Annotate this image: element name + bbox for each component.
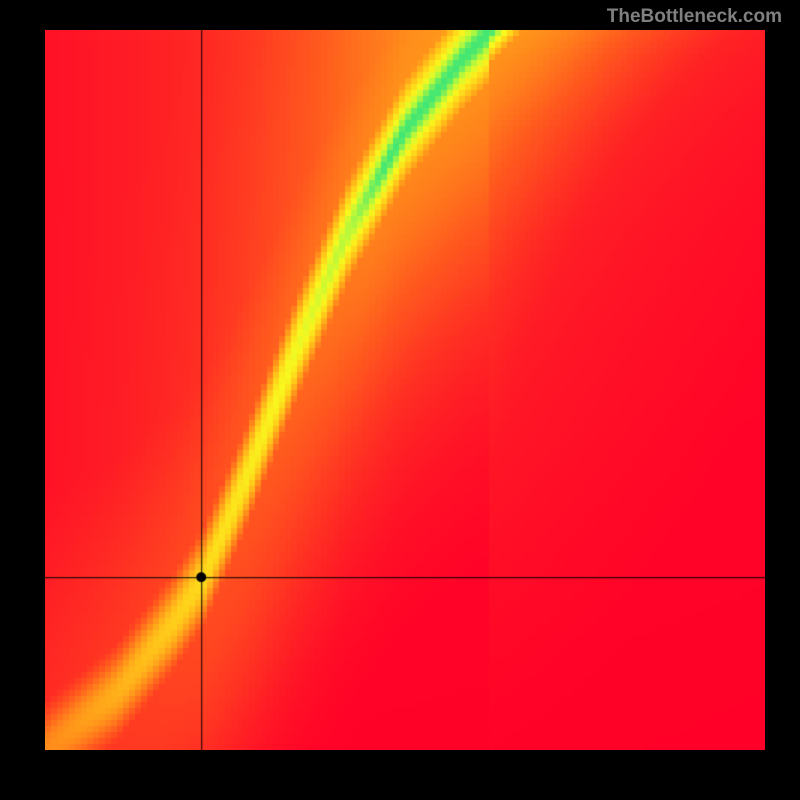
- plot-area: [45, 30, 765, 750]
- root: TheBottleneck.com: [0, 0, 800, 800]
- watermark-text: TheBottleneck.com: [607, 6, 782, 28]
- heatmap-canvas: [45, 30, 765, 750]
